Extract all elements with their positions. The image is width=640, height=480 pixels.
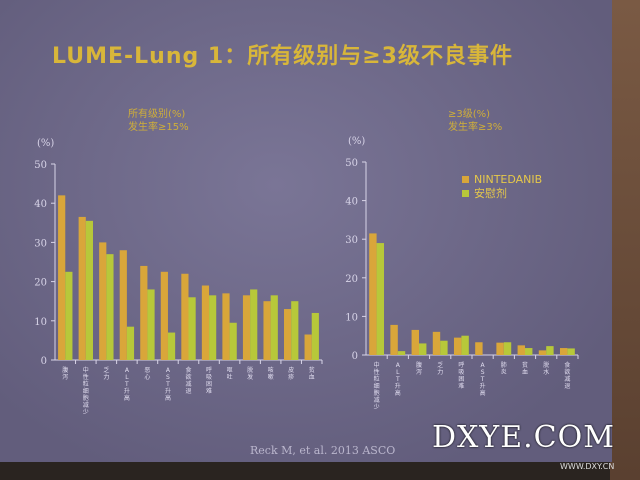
bar-nintedanib xyxy=(99,242,107,360)
left-subtitle-line1: 所有级别(%) xyxy=(128,109,186,120)
category-label: 呼吸困难 xyxy=(206,367,212,395)
bar-placebo xyxy=(270,295,278,360)
category-label: A L T 升高 xyxy=(124,367,130,402)
category-label: 咳嗽 xyxy=(268,366,274,381)
bar-nintedanib xyxy=(263,301,271,360)
category-label: A L T 升高 xyxy=(395,362,401,397)
y-tick-label: 10 xyxy=(34,317,47,328)
bar-nintedanib xyxy=(559,348,568,355)
category-label: 脱水 xyxy=(543,361,549,376)
bar-placebo xyxy=(567,348,575,355)
bar-nintedanib xyxy=(181,273,189,360)
bar-placebo xyxy=(209,295,217,360)
bar-placebo xyxy=(147,289,155,360)
wall-background xyxy=(610,0,640,480)
category-label: 脱发 xyxy=(247,366,253,381)
category-label: 贫血 xyxy=(522,361,528,376)
bar-nintedanib xyxy=(222,293,230,360)
category-label: 中性粒细胞减少 xyxy=(374,361,380,411)
bar-placebo xyxy=(503,342,512,355)
category-label: 腹泻 xyxy=(416,361,422,376)
y-tick-label: 40 xyxy=(345,197,358,208)
legend-label: 安慰剂 xyxy=(474,186,507,200)
category-label: 呼吸困难 xyxy=(458,362,464,390)
bar-placebo xyxy=(167,332,176,360)
y-tick-label: 20 xyxy=(34,278,47,289)
category-label: 呕吐 xyxy=(227,367,233,381)
y-tick-label: 30 xyxy=(345,235,358,246)
slide-title: LUME-Lung 1：所有级别与≥3级不良事件 xyxy=(52,44,513,69)
watermark-url: WWW.DXY.CN xyxy=(560,462,615,471)
y-tick-label: 30 xyxy=(34,238,47,249)
category-label: 中性粒细胞减少 xyxy=(83,366,89,416)
bar-placebo xyxy=(419,343,427,355)
bar-placebo xyxy=(311,312,319,360)
category-label: 皮疹 xyxy=(288,366,294,381)
left-subtitle-line2: 发生率≥15% xyxy=(128,122,189,133)
bar-nintedanib xyxy=(78,216,86,360)
bar-nintedanib xyxy=(284,309,292,360)
legend-swatch xyxy=(462,190,469,197)
category-label: 食欲减退 xyxy=(564,361,570,390)
bar-placebo xyxy=(85,220,93,360)
category-label: 食欲减退 xyxy=(185,366,191,395)
category-label: A S T 升高 xyxy=(480,362,486,397)
category-label: 肺炎 xyxy=(501,362,507,376)
category-label: 贫血 xyxy=(309,366,315,381)
bar-placebo xyxy=(250,289,258,360)
bar-placebo xyxy=(376,243,385,355)
y-tick-label: 50 xyxy=(34,160,47,171)
bar-placebo xyxy=(525,348,533,355)
citation-footer: Reck M, et al. 2013 ASCO xyxy=(250,444,396,457)
left-subtitle: 所有级别(%) 发生率≥15% xyxy=(128,108,189,134)
bar-placebo xyxy=(126,326,135,360)
bar-nintedanib xyxy=(517,345,525,355)
bar-nintedanib xyxy=(140,265,148,360)
bar-nintedanib xyxy=(538,350,547,355)
category-label: 乏力 xyxy=(103,366,109,381)
bar-placebo xyxy=(106,254,114,360)
slide: LUME-Lung 1：所有级别与≥3级不良事件 所有级别(%) 发生率≥15%… xyxy=(0,0,612,462)
bar-nintedanib xyxy=(58,195,66,360)
bar-nintedanib xyxy=(369,233,377,355)
y-tick-label: 10 xyxy=(345,312,358,323)
bar-placebo xyxy=(546,346,554,355)
category-label: A S T 升高 xyxy=(165,367,171,402)
y-tick-label: 0 xyxy=(352,351,358,362)
right-subtitle-line1: ≥3级(%) xyxy=(448,109,491,120)
bar-placebo xyxy=(291,301,299,360)
bar-placebo xyxy=(440,340,448,355)
bar-nintedanib xyxy=(304,334,312,360)
bar-nintedanib xyxy=(160,271,168,360)
right-subtitle-line2: 发生率≥3% xyxy=(448,122,503,133)
bar-placebo xyxy=(229,322,237,360)
bar-placebo xyxy=(461,335,469,355)
y-axis-unit: (%) xyxy=(37,138,54,149)
category-label: 腹泻 xyxy=(62,366,68,381)
bar-placebo xyxy=(188,297,196,360)
bar-placebo xyxy=(65,271,73,360)
bar-placebo xyxy=(397,351,406,355)
right-subtitle: ≥3级(%) 发生率≥3% xyxy=(448,108,502,134)
y-tick-label: 0 xyxy=(41,356,47,367)
y-tick-label: 20 xyxy=(345,274,358,285)
bar-nintedanib xyxy=(432,331,441,355)
watermark-logo: DXYE.COM xyxy=(432,420,615,455)
legend-swatch xyxy=(462,176,469,183)
y-tick-label: 40 xyxy=(34,199,47,210)
y-axis-unit: (%) xyxy=(348,136,365,147)
bar-nintedanib xyxy=(201,285,210,360)
category-label: 恶心 xyxy=(144,367,150,381)
bar-nintedanib xyxy=(242,295,251,360)
y-tick-label: 50 xyxy=(345,158,358,169)
bar-nintedanib xyxy=(119,250,127,360)
bar-nintedanib xyxy=(496,342,504,355)
bar-nintedanib xyxy=(453,337,462,355)
bar-nintedanib xyxy=(390,324,398,355)
legend-label: NINTEDANIB xyxy=(474,173,542,186)
bar-nintedanib xyxy=(475,342,483,355)
category-label: 乏力 xyxy=(437,361,443,376)
bar-nintedanib xyxy=(411,329,419,355)
